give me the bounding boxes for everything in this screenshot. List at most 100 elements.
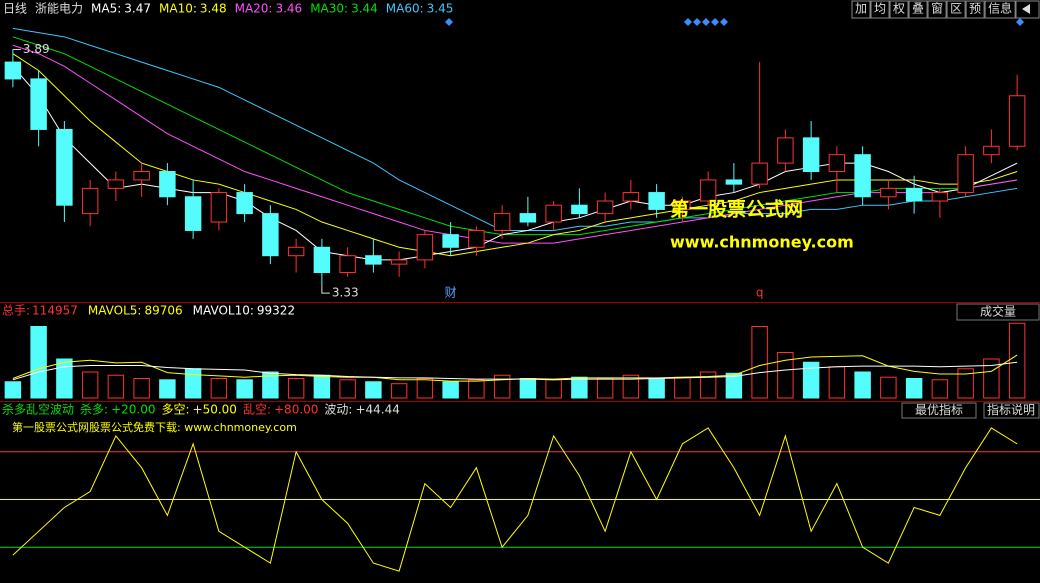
- toolbar-label: 权: [893, 2, 905, 16]
- header-text: 波动:: [324, 403, 352, 417]
- volume-bar: [236, 379, 253, 399]
- candle-body: [725, 179, 743, 185]
- watermark-name: 第一股票公式网: [670, 198, 803, 221]
- header-text: 114957: [32, 304, 78, 318]
- indicator-button[interactable]: [901, 402, 977, 419]
- candle-body: [81, 187, 99, 215]
- toolbar-button[interactable]: [870, 0, 890, 19]
- marker: [693, 18, 701, 26]
- candle-body: [30, 78, 47, 130]
- button-label: 指标说明: [987, 402, 1035, 417]
- volume-bar: [905, 378, 923, 399]
- header-text: +44.44: [355, 403, 399, 417]
- toolbar-label: 区: [950, 2, 962, 16]
- header-text: +20.00: [111, 403, 155, 417]
- volume-bar: [957, 368, 974, 399]
- volume-bar: [854, 371, 871, 399]
- candle-body: [365, 255, 382, 265]
- toolbar-button[interactable]: [946, 0, 966, 19]
- header-text: 浙能电力: [35, 2, 83, 16]
- volume-bar: [880, 376, 897, 399]
- toolbar-label: 预: [969, 2, 981, 16]
- candle-body: [442, 234, 459, 248]
- volume-bar: [107, 374, 125, 399]
- marker: [702, 18, 710, 26]
- volume-bar: [648, 378, 665, 399]
- toolbar-button[interactable]: [889, 0, 909, 19]
- header-text: MA5:: [91, 2, 121, 16]
- watermark-url: www.chnmoney.com: [670, 233, 854, 252]
- header-text: 99322: [257, 304, 295, 318]
- volume-bar: [56, 358, 73, 399]
- volume-bar: [828, 366, 846, 399]
- volume-bar: [416, 378, 434, 399]
- candle-body: [107, 179, 125, 189]
- mavol-line: [12, 361, 1018, 381]
- toolbar-label: 加: [855, 2, 867, 16]
- candle-body: [828, 154, 846, 173]
- volume-bar: [596, 378, 614, 399]
- marker: [711, 18, 719, 26]
- toolbar-button[interactable]: [965, 0, 985, 19]
- button-label: 最优指标: [915, 402, 963, 417]
- candle-body: [468, 229, 485, 248]
- candle-body: [622, 192, 640, 202]
- candle-body: [905, 187, 923, 202]
- volume-bar: [81, 371, 99, 399]
- volume-bar: [1008, 322, 1026, 399]
- toolbar-label: 窗: [931, 2, 943, 16]
- candle-body: [596, 200, 614, 215]
- candle-body: [236, 192, 253, 215]
- toolbar-button[interactable]: [908, 0, 928, 19]
- header-text: 3.44: [351, 2, 378, 16]
- volume-bar: [4, 381, 22, 399]
- candle-body: [854, 154, 871, 198]
- event-label: q: [756, 286, 764, 300]
- toolbar-button[interactable]: [851, 0, 871, 19]
- volume-bar: [802, 361, 820, 399]
- candle-body: [699, 179, 717, 202]
- toolbar-button[interactable]: [927, 0, 947, 19]
- indicator-button[interactable]: [956, 303, 1040, 321]
- candle-body: [545, 204, 562, 223]
- marker: [684, 18, 692, 26]
- volume-bar: [313, 374, 331, 399]
- candle-body: [159, 171, 176, 198]
- toolbar-label: 信息: [988, 1, 1012, 16]
- volume-bar: [674, 376, 691, 399]
- header-text: 乱空:: [243, 403, 271, 417]
- marker: [1016, 18, 1024, 26]
- candle-body: [184, 196, 202, 231]
- candle-body: [957, 154, 974, 194]
- candle-body: [287, 246, 305, 257]
- volume-bar: [545, 379, 562, 399]
- candle-body: [390, 259, 408, 265]
- candle-body: [56, 128, 73, 206]
- candle-body: [339, 255, 356, 274]
- header-text: MAVOL5:: [88, 304, 142, 318]
- price-annotation: 3.89: [23, 42, 50, 56]
- header-text: +80.00: [274, 403, 318, 417]
- volume-bar: [210, 378, 228, 399]
- header-text: MAVOL10:: [193, 304, 254, 318]
- toolbar-button[interactable]: [984, 0, 1016, 19]
- ma-line: [12, 27, 1018, 231]
- ma-line: [12, 36, 1018, 236]
- volume-bar: [287, 378, 305, 399]
- indicator-button[interactable]: [983, 402, 1040, 419]
- candle-body: [648, 192, 665, 210]
- event-markers: [445, 18, 1024, 26]
- candle-body: [931, 192, 949, 202]
- candle-body: [262, 213, 279, 257]
- candle-body: [880, 187, 897, 198]
- volume-bar: [390, 383, 408, 399]
- header-text: 3.45: [427, 2, 454, 16]
- candle-body: [4, 61, 22, 80]
- volume-bar: [262, 371, 279, 399]
- header-text: 杀多乱空波动: [2, 402, 74, 417]
- volume-bar: [184, 368, 202, 399]
- annotation-leader: [321, 285, 330, 294]
- header-text: MA60:: [386, 2, 424, 16]
